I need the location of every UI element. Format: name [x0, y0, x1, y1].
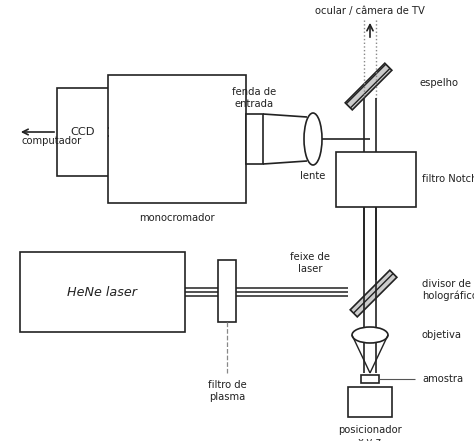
Text: fenda de
entrada: fenda de entrada — [232, 87, 277, 109]
Bar — [218, 260, 236, 322]
Bar — [336, 152, 416, 207]
Text: feixe de
laser: feixe de laser — [290, 252, 330, 274]
Text: objetiva: objetiva — [422, 330, 462, 340]
Bar — [246, 114, 263, 164]
Text: posicionador
x-y-z: posicionador x-y-z — [338, 425, 402, 441]
Text: HeNe laser: HeNe laser — [67, 285, 137, 299]
Text: computador: computador — [22, 136, 82, 146]
Ellipse shape — [304, 113, 322, 165]
Bar — [108, 75, 246, 203]
Text: lente: lente — [301, 171, 326, 181]
Bar — [20, 252, 185, 332]
Bar — [348, 387, 392, 417]
Text: divisor de feixe
holográfico: divisor de feixe holográfico — [422, 279, 474, 301]
Text: filtro de
plasma: filtro de plasma — [208, 380, 246, 402]
Ellipse shape — [352, 327, 388, 343]
Text: CCD: CCD — [71, 127, 95, 137]
Polygon shape — [345, 63, 392, 110]
Bar — [361, 375, 379, 383]
Text: monocromador: monocromador — [139, 213, 215, 223]
Text: espelho: espelho — [420, 78, 459, 88]
Polygon shape — [350, 270, 397, 317]
Text: amostra: amostra — [422, 374, 463, 384]
Text: ocular / câmera de TV: ocular / câmera de TV — [315, 6, 425, 16]
Text: filtro Notch: filtro Notch — [422, 175, 474, 184]
Bar — [57, 88, 109, 176]
